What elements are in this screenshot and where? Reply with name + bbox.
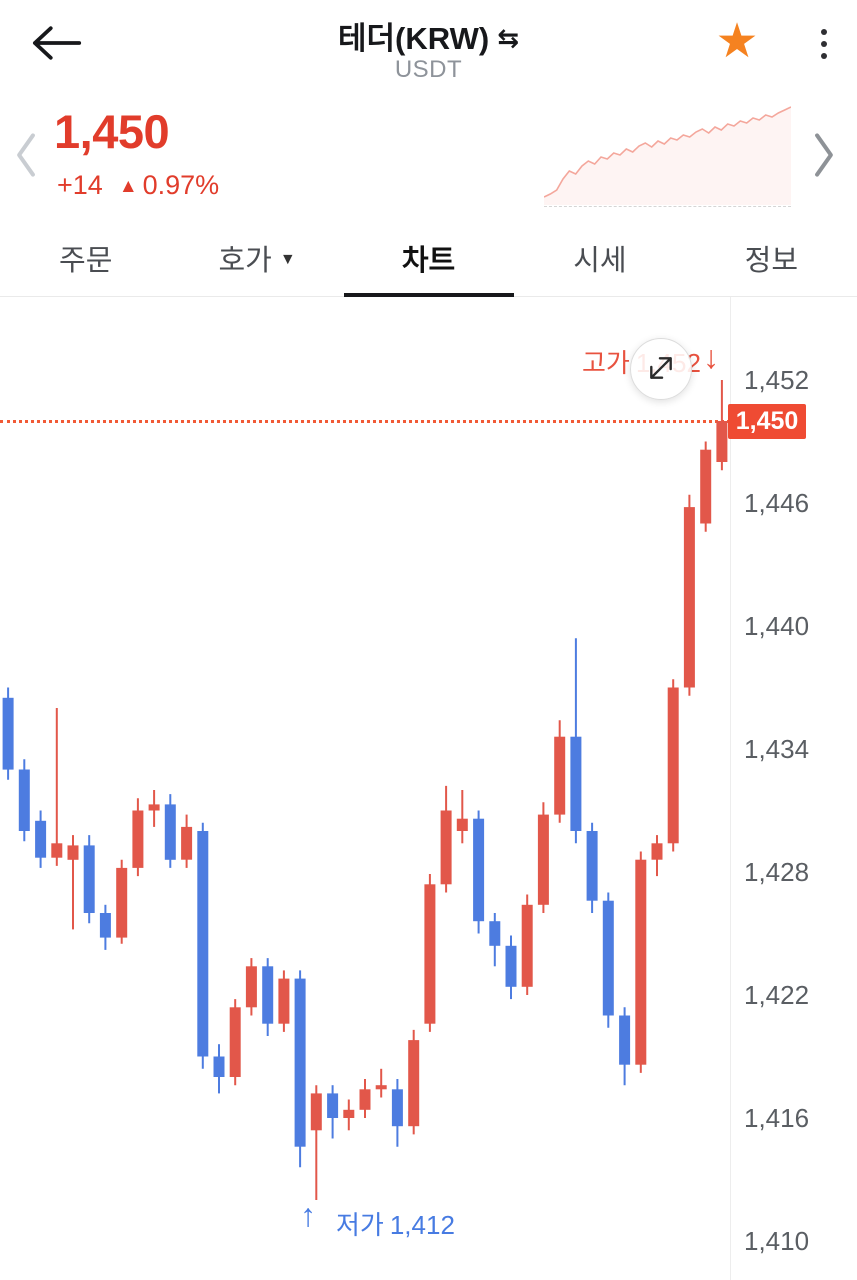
pair-subtitle: USDT [394,56,463,83]
y-axis-label: 1,434 [744,734,810,764]
y-axis-label: 1,452 [744,365,810,395]
active-tab-underline [343,293,514,297]
tab-orderbook[interactable]: 호가 ▼ [171,220,342,296]
tab-bar: 주문 호가 ▼ 차트 시세 정보 [0,220,857,297]
candlestick-chart[interactable]: 1,452 1,446 1,440 1,434 1,428 1,422 1,416 1,410… [0,297,857,1280]
expand-arrows-icon [647,354,675,385]
high-price-arrow-icon: ↓ [703,339,719,375]
price-change: +14 ▲ 0.97% [57,170,219,201]
change-percent: 0.97% [142,170,220,200]
back-arrow-icon [30,24,82,65]
up-triangle-icon: ▲ [118,176,138,197]
current-price-line [0,419,730,423]
back-button[interactable] [26,16,86,72]
current-price: 1,450 [54,105,170,158]
favorite-star-icon[interactable]: ★ [706,12,768,72]
y-axis-label: 1,422 [744,980,810,1010]
tab-order[interactable]: 주문 [0,220,171,296]
expand-chart-button[interactable] [630,338,692,400]
prev-coin-chevron-icon[interactable] [14,132,38,181]
y-axis-label: 1,446 [744,488,810,518]
swap-pair-icon[interactable]: ⇆ [497,23,519,53]
low-price-label: 저가 1,412 [336,1210,455,1240]
y-axis-label: 1,440 [744,611,810,641]
tab-info[interactable]: 정보 [686,220,857,296]
change-amount: +14 [57,170,103,200]
sparkline-canvas [544,106,791,205]
axis-separator [730,297,731,1280]
y-axis-label: 1,410 [744,1226,810,1256]
page-title: 테더(KRW) ⇆ [0,13,857,58]
kebab-menu-icon[interactable] [798,16,850,72]
tab-chart[interactable]: 차트 [343,220,514,297]
tab-market[interactable]: 시세 [514,220,685,296]
y-axis-label: 1,428 [744,857,810,887]
y-axis-label: 1,416 [744,1103,810,1133]
candlestick-canvas[interactable] [0,297,730,1280]
current-price-badge: 1,450 [728,404,806,439]
chevron-down-icon: ▼ [279,251,296,268]
pair-title: 테더(KRW) [338,21,490,56]
y-axis: 1,452 1,446 1,440 1,434 1,428 1,422 1,416 1,410 [730,297,857,1280]
mini-price-preview [544,97,791,207]
next-coin-chevron-icon[interactable] [812,132,836,181]
low-price-arrow-icon: ↑ [300,1197,316,1233]
